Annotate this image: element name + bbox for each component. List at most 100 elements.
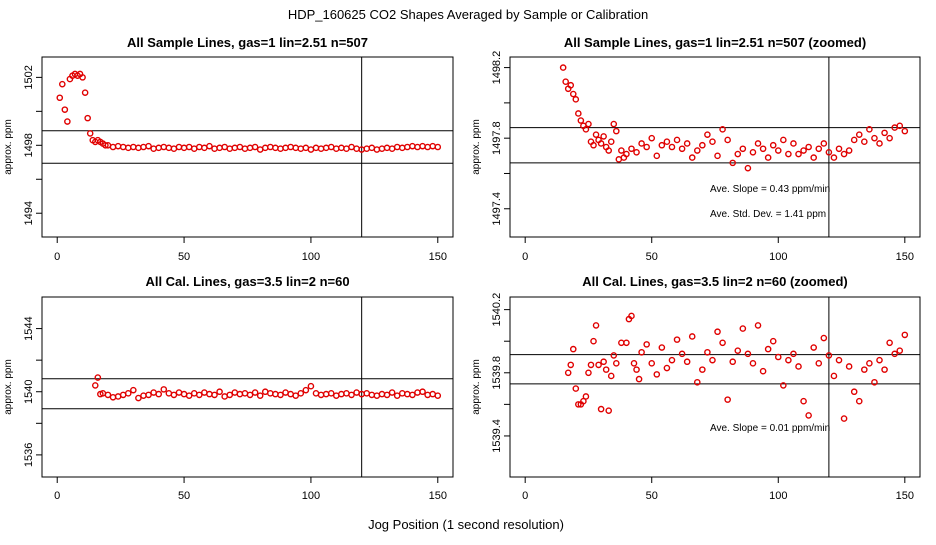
data-point	[628, 312, 635, 320]
data-point	[790, 140, 797, 147]
data-point	[135, 144, 142, 152]
data-point	[86, 130, 94, 137]
figure-title: HDP_160625 CO2 Shapes Averaged by Sample…	[288, 7, 648, 22]
data-point	[256, 392, 264, 399]
data-point	[585, 120, 592, 128]
data-point	[592, 131, 600, 138]
data-point	[585, 369, 592, 377]
data-point	[140, 392, 147, 399]
data-point	[805, 143, 812, 151]
data-point	[124, 144, 132, 152]
data-point	[277, 145, 284, 152]
data-point	[759, 367, 767, 375]
data-point	[150, 145, 157, 152]
data-point	[754, 140, 762, 147]
data-point	[567, 81, 575, 89]
data-point	[388, 389, 396, 396]
data-point	[145, 391, 152, 399]
data-point	[896, 347, 904, 354]
data-point	[206, 390, 213, 398]
data-point	[79, 74, 86, 81]
data-point	[635, 375, 643, 383]
data-point	[623, 150, 630, 158]
data-point	[104, 391, 112, 399]
data-point	[267, 390, 274, 397]
chart-panel-2: All Sample Lines, gas=1 lin=2.51 n=507 (…	[471, 35, 921, 263]
data-point	[825, 352, 833, 359]
annotation-text: Ave. Std. Dev. = 1.41 ppm	[710, 209, 826, 220]
data-point	[353, 145, 360, 152]
data-point	[795, 363, 802, 370]
data-point	[590, 141, 597, 149]
data-point	[815, 360, 823, 367]
data-point	[292, 144, 300, 152]
data-point	[668, 143, 676, 151]
y-axis-label: approx. ppm	[471, 119, 482, 175]
data-point	[409, 142, 416, 150]
data-point	[800, 397, 807, 405]
x-tick-label: 100	[769, 490, 787, 502]
data-point	[91, 382, 99, 389]
data-point	[835, 145, 843, 153]
data-point	[160, 143, 168, 151]
annotation-text: Ave. Slope = 0.43 ppm/min	[710, 184, 830, 195]
data-point	[774, 353, 782, 361]
data-point	[668, 356, 676, 364]
data-point	[800, 147, 807, 154]
data-point	[414, 389, 421, 396]
x-tick-label: 100	[302, 251, 320, 263]
data-point	[145, 142, 152, 150]
data-point	[663, 364, 671, 372]
data-point	[678, 350, 686, 358]
data-point	[569, 345, 577, 353]
data-point	[575, 401, 582, 408]
x-tick-label: 100	[302, 490, 320, 502]
data-point	[610, 120, 618, 128]
data-point	[825, 148, 833, 156]
y-tick-label: 1536	[23, 443, 35, 467]
data-point	[575, 110, 582, 117]
data-point	[612, 127, 620, 135]
data-point	[592, 322, 600, 329]
data-point	[277, 391, 284, 399]
data-point	[160, 386, 168, 393]
data-point	[590, 337, 597, 345]
data-point	[605, 407, 613, 414]
data-point	[630, 360, 638, 367]
data-point	[658, 141, 666, 149]
plot-frame	[509, 56, 921, 238]
data-point	[896, 122, 904, 130]
data-point	[790, 350, 797, 358]
x-tick-label: 150	[429, 251, 447, 263]
data-point	[424, 391, 431, 399]
data-point	[638, 348, 645, 356]
data-point	[572, 385, 580, 392]
data-point	[724, 136, 731, 144]
data-point	[600, 133, 607, 140]
data-point	[312, 144, 320, 152]
data-point	[693, 147, 701, 154]
data-point	[739, 145, 747, 153]
data-point	[124, 390, 132, 397]
panel-title: All Cal. Lines, gas=3.5 lin=2 n=60	[145, 274, 349, 289]
data-point	[876, 356, 883, 364]
data-point	[322, 144, 330, 152]
data-point	[866, 126, 873, 133]
data-point	[338, 144, 345, 152]
data-point	[569, 90, 577, 98]
data-point	[830, 154, 838, 161]
data-point	[835, 356, 843, 364]
data-point	[226, 391, 234, 399]
data-point	[317, 145, 325, 152]
data-point	[699, 141, 706, 149]
data-point	[820, 334, 828, 342]
y-tick-label: 1498.2	[491, 51, 503, 85]
plot-frame	[41, 56, 454, 238]
data-point	[84, 114, 91, 122]
data-point	[795, 150, 802, 158]
data-point	[734, 150, 742, 158]
data-point	[850, 388, 858, 396]
data-point	[780, 136, 787, 144]
data-point	[648, 134, 656, 142]
y-tick-label: 1494	[23, 201, 35, 225]
